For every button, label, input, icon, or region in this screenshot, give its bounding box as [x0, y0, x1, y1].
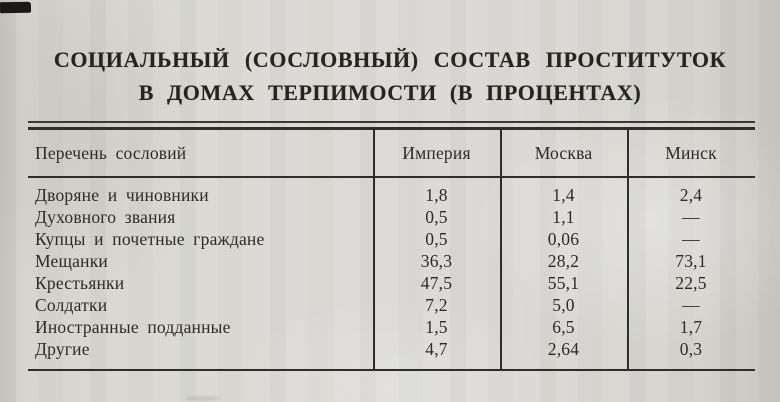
row-value: 1,5: [425, 317, 448, 337]
page-title-line-2: В ДОМАХ ТЕРПИМОСТИ (В ПРОЦЕНТАХ): [138, 80, 642, 105]
table-row: Дворяне и чиновники 1,8 1,4 2,4: [28, 184, 755, 206]
row-value: 0,3: [679, 339, 703, 359]
table-body: Дворяне и чиновники 1,8 1,4 2,4 Духовного зв…: [28, 178, 755, 369]
row-label: Дворяне и чиновники: [35, 185, 209, 205]
row-value: 0,06: [547, 229, 580, 249]
row-value: 22,5: [675, 273, 707, 293]
table-row: Солдатки 7,2 5,0 —: [28, 294, 755, 316]
row-value: —: [682, 207, 700, 227]
row-value: 2,4: [679, 185, 703, 205]
row-value: 36,3: [420, 251, 453, 271]
scan-artifact-bottom: [186, 396, 220, 401]
table-header-row: Перечень сословий Империя Москва Минск: [28, 130, 755, 176]
row-value: 6,5: [552, 317, 575, 337]
column-header-3: Минск: [665, 142, 717, 163]
row-value: 1,7: [679, 317, 703, 337]
column-divider-3: [627, 128, 629, 371]
column-divider-2: [500, 128, 502, 371]
row-label: Мещанки: [35, 251, 108, 271]
table-row: Мещанки 36,3 28,2 73,1: [28, 250, 755, 272]
table-header-rule: [28, 176, 755, 178]
scan-artifact-top-left: [0, 1, 32, 14]
column-header-0: Перечень сословий: [35, 142, 187, 163]
row-value: 0,5: [425, 207, 448, 227]
row-value: 28,2: [547, 251, 580, 271]
row-label: Крестьянки: [35, 273, 125, 293]
row-label: Купцы и почетные граждане: [35, 229, 265, 249]
row-value: 4,7: [425, 339, 448, 359]
table-row: Крестьянки 47,5 55,1 22,5: [28, 272, 755, 294]
table-top-double-rule: [28, 121, 755, 130]
row-value: 47,5: [420, 273, 453, 293]
row-value: 1,1: [552, 207, 575, 227]
social-composition-table: Перечень сословий Империя Москва Минск Двор…: [28, 121, 755, 371]
row-label: Духовного звания: [35, 207, 176, 227]
row-value: 0,5: [425, 229, 448, 249]
row-value: 5,0: [552, 295, 575, 315]
row-label: Иностранные подданные: [35, 317, 231, 337]
row-value: 1,4: [552, 185, 575, 205]
page-title: СОЦИАЛЬНЫЙ (СОСЛОВНЫЙ) СОСТАВ ПРОСТИТУТО…: [0, 43, 780, 109]
row-value: 1,8: [425, 185, 448, 205]
row-value: 7,2: [425, 295, 448, 315]
table-row: Другие 4,7 2,64 0,3: [28, 338, 755, 360]
column-divider-1: [373, 128, 375, 371]
table-bottom-rule: [28, 369, 755, 371]
page-title-line-1: СОЦИАЛЬНЫЙ (СОСЛОВНЫЙ) СОСТАВ ПРОСТИТУТО…: [53, 47, 727, 72]
column-header-1: Империя: [402, 142, 471, 163]
row-label: Солдатки: [35, 295, 108, 315]
table-row: Купцы и почетные граждане 0,5 0,06 —: [28, 228, 755, 250]
table-row: Иностранные подданные 1,5 6,5 1,7: [28, 316, 755, 338]
row-value: 73,1: [675, 251, 707, 271]
row-value: —: [682, 295, 700, 315]
row-label: Другие: [35, 339, 90, 359]
table-row: Духовного звания 0,5 1,1 —: [28, 206, 755, 228]
row-value: 55,1: [547, 273, 580, 293]
row-value: —: [682, 229, 700, 249]
column-header-2: Москва: [534, 142, 593, 163]
row-value: 2,64: [547, 339, 580, 359]
